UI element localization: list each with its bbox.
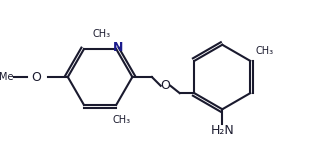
Text: O: O bbox=[32, 71, 42, 84]
Text: CH₃: CH₃ bbox=[112, 115, 130, 125]
Text: CH₃: CH₃ bbox=[256, 46, 274, 56]
Text: O: O bbox=[161, 79, 171, 92]
Text: CH₃: CH₃ bbox=[92, 29, 111, 39]
Text: H₂N: H₂N bbox=[210, 124, 234, 137]
Text: Me: Me bbox=[0, 72, 14, 82]
Text: N: N bbox=[113, 41, 123, 54]
